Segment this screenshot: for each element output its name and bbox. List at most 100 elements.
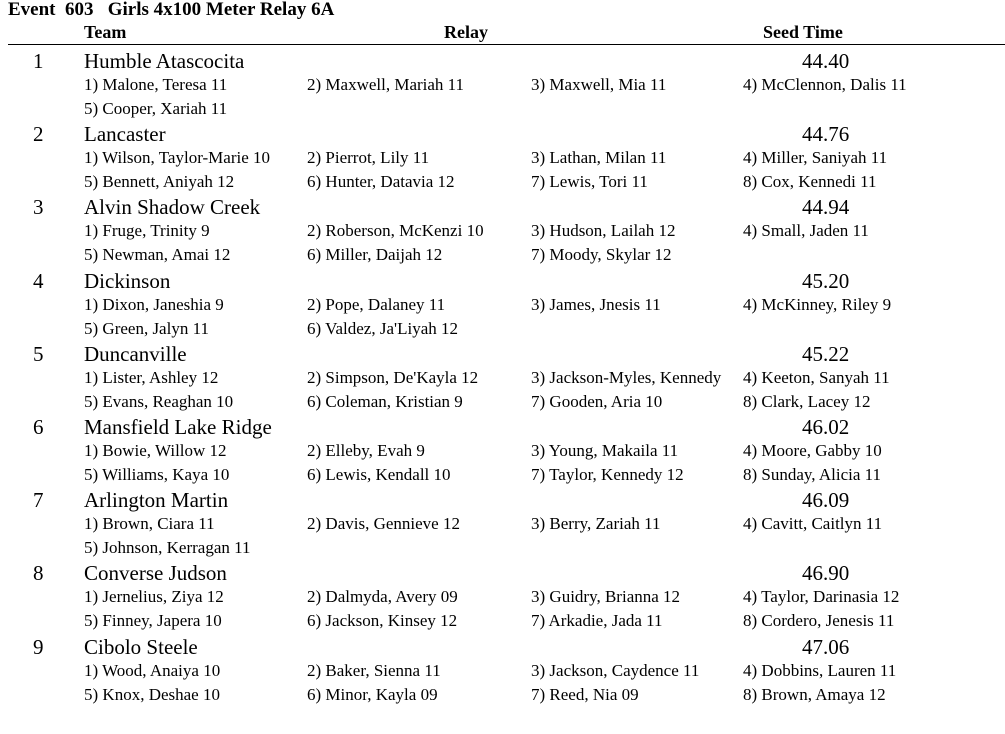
relay-runner: 7) Arkadie, Jada 11: [531, 611, 663, 631]
entry-seed-time: 44.40: [802, 49, 850, 73]
relay-runner: 8) Clark, Lacey 12: [743, 391, 871, 411]
relay-runner: 6) Miller, Daijah 12: [307, 245, 443, 265]
relay-runner: 4) Dobbins, Lauren 11: [743, 660, 897, 680]
column-header-seed-time: Seed Time: [763, 22, 843, 42]
relay-runner: 6) Jackson, Kinsey 12: [307, 611, 458, 631]
relay-runner: 6) Hunter, Datavia 12: [307, 172, 455, 192]
relay-runner: 8) Brown, Amaya 12: [743, 684, 886, 704]
relay-runner: 4) Miller, Saniyah 11: [743, 148, 888, 168]
relay-runner: 7) Moody, Skylar 12: [531, 245, 672, 265]
relay-runner: 1) Wilson, Taylor-Marie 10: [84, 148, 271, 168]
relay-runner: 4) Taylor, Darinasia 12: [743, 587, 900, 607]
relay-runner: 3) Lathan, Milan 11: [531, 148, 667, 168]
relay-runner: 2) Baker, Sienna 11: [307, 660, 441, 680]
relay-runner: 4) Small, Jaden 11: [743, 221, 869, 241]
entry-team-name: Converse Judson: [84, 561, 227, 586]
relay-runner: 6) Valdez, Ja'Liyah 12: [307, 318, 458, 338]
relay-runner: 2) Maxwell, Mariah 11: [307, 75, 465, 94]
entry-seed-time: 44.94: [802, 195, 850, 220]
relay-runner: 8) Cordero, Jenesis 11: [743, 611, 895, 631]
relay-runner: 8) Sunday, Alicia 11: [743, 464, 882, 484]
relay-runner: 7) Gooden, Aria 10: [531, 391, 663, 411]
column-header-team: Team: [84, 22, 127, 42]
header-divider: [8, 44, 1005, 45]
event-title: Event 603 Girls 4x100 Meter Relay 6A: [8, 0, 335, 20]
entry-place: 2: [33, 122, 44, 147]
entry-team-name: Humble Atascocita: [84, 49, 245, 73]
relay-runner: 5) Green, Jalyn 11: [84, 318, 209, 338]
relay-runner: 6) Coleman, Kristian 9: [307, 391, 463, 411]
column-header-relay: Relay: [444, 22, 488, 42]
relay-runner: 5) Johnson, Kerragan 11: [84, 538, 251, 558]
entry-team-name: Mansfield Lake Ridge: [84, 414, 272, 439]
relay-entry: 2 Lancaster 44.76 1) Wilson, Taylor-Marie 1…: [0, 121, 1005, 194]
relay-runner: 2) Davis, Gennieve 12: [307, 514, 460, 534]
relay-runner: 2) Pope, Dalaney 11: [307, 294, 446, 314]
relay-runner: 7) Taylor, Kennedy 12: [531, 464, 684, 484]
entry-place: 6: [33, 414, 44, 439]
relay-runner: 5) Cooper, Xariah 11: [84, 99, 228, 118]
relay-runner: 4) Keeton, Sanyah 11: [743, 367, 890, 387]
relay-runner: 3) Hudson, Lailah 12: [531, 221, 676, 241]
entry-seed-time: 45.22: [802, 341, 850, 366]
relay-runner: 5) Bennett, Aniyah 12: [84, 172, 235, 192]
relay-runner: 5) Newman, Amai 12: [84, 245, 231, 265]
relay-runner: 5) Finney, Japera 10: [84, 611, 222, 631]
entry-seed-time: 45.20: [802, 268, 850, 293]
relay-entry: 7 Arlington Martin 46.09 1) Brown, Ciara 11…: [0, 487, 1005, 560]
relay-entry: 4 Dickinson 45.20 1) Dixon, Janeshia 9 2) Po…: [0, 268, 1005, 341]
entry-place: 5: [33, 341, 44, 366]
relay-runner: 3) Young, Makaila 11: [531, 440, 679, 460]
entry-seed-time: 46.02: [802, 414, 850, 439]
relay-runner: 2) Elleby, Evah 9: [307, 440, 425, 460]
entry-team-name: Duncanville: [84, 341, 187, 366]
entry-place: 4: [33, 268, 44, 293]
relay-runner: 8) Cox, Kennedi 11: [743, 172, 877, 192]
relay-runner: 7) Reed, Nia 09: [531, 684, 639, 704]
relay-runner: 1) Bowie, Willow 12: [84, 440, 227, 460]
entry-seed-time: 46.09: [802, 488, 850, 513]
relay-runner: 3) Jackson, Caydence 11: [531, 660, 700, 680]
relay-runner: 7) Lewis, Tori 11: [531, 172, 648, 192]
relay-runner: 1) Dixon, Janeshia 9: [84, 294, 224, 314]
entry-team-name: Arlington Martin: [84, 488, 229, 513]
relay-runner: 5) Evans, Reaghan 10: [84, 391, 234, 411]
entry-team-name: Lancaster: [84, 122, 166, 147]
entry-seed-time: 46.90: [802, 561, 850, 586]
relay-entry: 8 Converse Judson 46.90 1) Jernelius, Ziya …: [0, 560, 1005, 633]
entry-place: 3: [33, 195, 44, 220]
relay-runner: 1) Jernelius, Ziya 12: [84, 587, 224, 607]
entry-place: 8: [33, 561, 44, 586]
entry-seed-time: 44.76: [802, 122, 850, 147]
relay-runner: 5) Knox, Deshae 10: [84, 684, 220, 704]
relay-runner: 1) Malone, Teresa 11: [84, 75, 228, 94]
entry-team-name: Dickinson: [84, 268, 171, 293]
relay-runner: 2) Roberson, McKenzi 10: [307, 221, 484, 241]
relay-runner: 3) Jackson-Myles, Kennedy: [531, 367, 722, 387]
relay-runner: 1) Fruge, Trinity 9: [84, 221, 210, 241]
relay-entry: 1 Humble Atascocita 44.40 1) Malone, Teresa…: [0, 48, 1005, 121]
entry-place: 9: [33, 634, 44, 659]
relay-runner: 2) Pierrot, Lily 11: [307, 148, 430, 168]
relay-runner: 1) Lister, Ashley 12: [84, 367, 219, 387]
relay-runner: 2) Dalmyda, Avery 09: [307, 587, 458, 607]
entry-seed-time: 47.06: [802, 634, 850, 659]
relay-entry: 3 Alvin Shadow Creek 44.94 1) Fruge, Trinit…: [0, 194, 1005, 267]
relay-runner: 3) Guidry, Brianna 12: [531, 587, 681, 607]
relay-runner: 3) Maxwell, Mia 11: [531, 75, 667, 94]
relay-entry-list: 1 Humble Atascocita 44.40 1) Malone, Teresa…: [0, 48, 1005, 707]
entry-team-name: Cibolo Steele: [84, 634, 198, 659]
entry-place: 7: [33, 488, 44, 513]
relay-runner: 4) McClennon, Dalis 11: [743, 75, 907, 94]
entry-team-name: Alvin Shadow Creek: [84, 195, 261, 220]
relay-runner: 5) Williams, Kaya 10: [84, 464, 230, 484]
relay-runner: 3) Berry, Zariah 11: [531, 514, 661, 534]
relay-entry: 9 Cibolo Steele 47.06 1) Wood, Anaiya 10 2) …: [0, 634, 1005, 707]
relay-runner: 2) Simpson, De'Kayla 12: [307, 367, 479, 387]
entry-place: 1: [33, 49, 44, 73]
relay-runner: 1) Wood, Anaiya 10: [84, 660, 221, 680]
relay-runner: 4) Cavitt, Caitlyn 11: [743, 514, 883, 534]
relay-runner: 4) McKinney, Riley 9: [743, 294, 892, 314]
relay-runner: 4) Moore, Gabby 10: [743, 440, 882, 460]
relay-entry: 5 Duncanville 45.22 1) Lister, Ashley 12 2) …: [0, 341, 1005, 414]
